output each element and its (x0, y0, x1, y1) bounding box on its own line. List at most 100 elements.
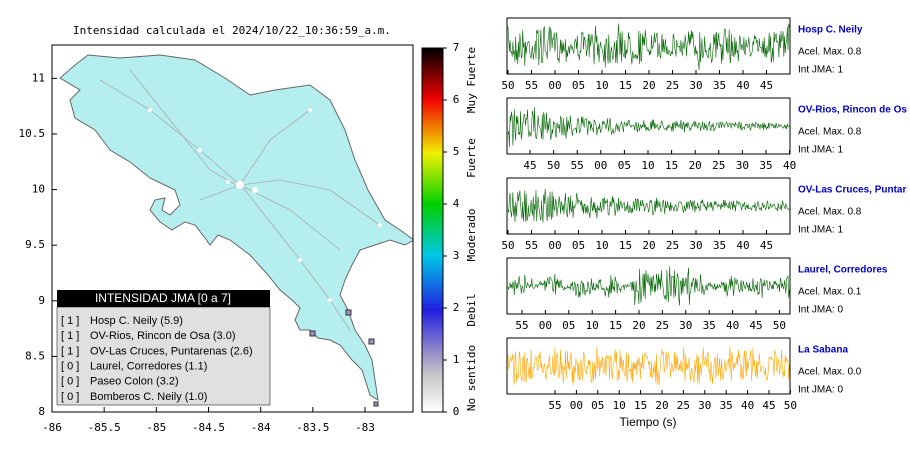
map-frame (51, 44, 414, 413)
time-tick-label: 20 (642, 239, 655, 252)
time-tick-label: 30 (689, 239, 702, 252)
colorbar-tick-label: 4 (453, 197, 460, 210)
time-tick-label: 25 (712, 159, 725, 172)
time-tick-label: 05 (618, 159, 631, 172)
x-tick-label: -84.5 (192, 421, 225, 434)
colorbar-tick-label: 6 (453, 93, 460, 106)
time-tick-label: 00 (548, 79, 561, 92)
time-tick-label: 35 (713, 79, 726, 92)
legend-level: [ 0 ] (61, 391, 79, 403)
time-tick-label: 05 (562, 319, 575, 332)
time-tick-label: 35 (720, 399, 733, 412)
time-tick-label: 45 (762, 399, 775, 412)
legend-level: [ 1 ] (61, 315, 79, 327)
time-tick-label: 15 (619, 239, 632, 252)
colorbar-label: Muy Fuerte (465, 47, 478, 113)
time-tick-label: 00 (594, 159, 607, 172)
time-tick-label: 45 (523, 159, 536, 172)
time-tick-label: 00 (570, 399, 583, 412)
roads (99, 69, 381, 331)
time-tick-label: 40 (726, 319, 739, 332)
time-tick-label: 40 (783, 159, 796, 172)
legend-name: OV-Rios, Rincon de Osa (3.0) (90, 330, 236, 342)
colorbar-tick-label: 0 (453, 405, 460, 418)
time-tick-label: 35 (713, 239, 726, 252)
time-tick-label: 30 (736, 159, 749, 172)
x-axis-label: Tiempo (s) (620, 415, 677, 429)
time-tick-label: 45 (760, 239, 773, 252)
station-jma: Int JMA: 1 (798, 145, 843, 156)
colorbar-tick-label: 2 (453, 301, 460, 314)
time-tick-label: 50 (501, 239, 514, 252)
time-tick-label: 30 (679, 319, 692, 332)
time-tick-label: 20 (655, 399, 668, 412)
station-name: OV-Rios, Rincon de Os (798, 105, 907, 116)
x-tick-label: -83 (355, 421, 375, 434)
y-tick-label: 8.5 (25, 349, 45, 362)
legend-level: [ 0 ] (61, 376, 79, 388)
station-acel: Acel. Max. 0.8 (798, 47, 862, 58)
time-tick-label: 10 (586, 319, 599, 332)
time-tick-label: 05 (572, 239, 585, 252)
time-tick-label: 55 (525, 79, 538, 92)
legend-level: [ 1 ] (61, 330, 79, 342)
legend-name: Hosp C. Neily (5.9) (90, 315, 183, 327)
time-tick-label: 05 (591, 399, 604, 412)
colorbar-tick-label: 3 (453, 249, 460, 262)
y-tick-label: 9 (38, 294, 45, 307)
time-tick-label: 25 (666, 79, 679, 92)
time-tick-label: 50 (784, 399, 797, 412)
time-tick-label: 10 (595, 79, 608, 92)
station-acel: Acel. Max. 0.8 (798, 207, 862, 218)
time-tick-label: 40 (736, 239, 749, 252)
legend-title: INTENSIDAD JMA [0 a 7] (95, 291, 231, 305)
time-tick-label: 15 (634, 399, 647, 412)
legend-name: Paseo Colon (3.2) (90, 376, 179, 388)
station-jma: Int JMA: 0 (798, 305, 843, 316)
colorbar-tick-label: 7 (453, 41, 460, 54)
waveform (507, 188, 790, 223)
station-name: La Sabana (798, 345, 848, 356)
waveform (507, 266, 790, 306)
y-tick-label: 10 (32, 183, 45, 196)
time-tick-label: 50 (773, 319, 786, 332)
station-acel: Acel. Max. 0.0 (798, 367, 862, 378)
colorbar-label: Fuerte (465, 138, 478, 178)
time-tick-label: 10 (613, 399, 626, 412)
colorbar-tick-label: 5 (453, 145, 460, 158)
towns (148, 108, 382, 302)
time-tick-label: 45 (760, 79, 773, 92)
colorbar (421, 47, 444, 413)
time-tick-label: 55 (515, 319, 528, 332)
station-name: Hosp C. Neily (798, 25, 863, 36)
waveform-frame (506, 97, 791, 155)
legend-level: [ 1 ] (61, 345, 79, 357)
time-tick-label: 30 (689, 79, 702, 92)
time-tick-label: 15 (619, 79, 632, 92)
time-tick-label: 25 (677, 399, 690, 412)
y-tick-label: 11 (32, 71, 45, 84)
time-tick-label: 10 (641, 159, 654, 172)
station-markers (309, 309, 379, 407)
station-name: Laurel, Corredores (798, 265, 888, 276)
time-tick-label: 35 (703, 319, 716, 332)
time-tick-label: 15 (665, 159, 678, 172)
legend-name: OV-Las Cruces, Puntarenas (2.6) (90, 345, 253, 357)
x-tick-label: -85.5 (88, 421, 121, 434)
time-tick-label: 40 (736, 79, 749, 92)
waveform (507, 345, 790, 386)
time-tick-label: 20 (689, 159, 702, 172)
colorbar-tick-label: 1 (453, 353, 460, 366)
legend-name: Bomberos C. Neily (1.0) (90, 391, 207, 403)
time-tick-label: 45 (749, 319, 762, 332)
time-tick-label: 50 (501, 79, 514, 92)
time-tick-label: 35 (759, 159, 772, 172)
time-tick-label: 55 (548, 399, 561, 412)
time-tick-label: 55 (571, 159, 584, 172)
station-jma: Int JMA: 1 (798, 65, 843, 76)
station-acel: Acel. Max. 0.8 (798, 127, 862, 138)
colorbar-label: No sentido (465, 345, 478, 411)
time-tick-label: 40 (741, 399, 754, 412)
station-acel: Acel. Max. 0.1 (798, 287, 862, 298)
waveform (507, 107, 790, 148)
